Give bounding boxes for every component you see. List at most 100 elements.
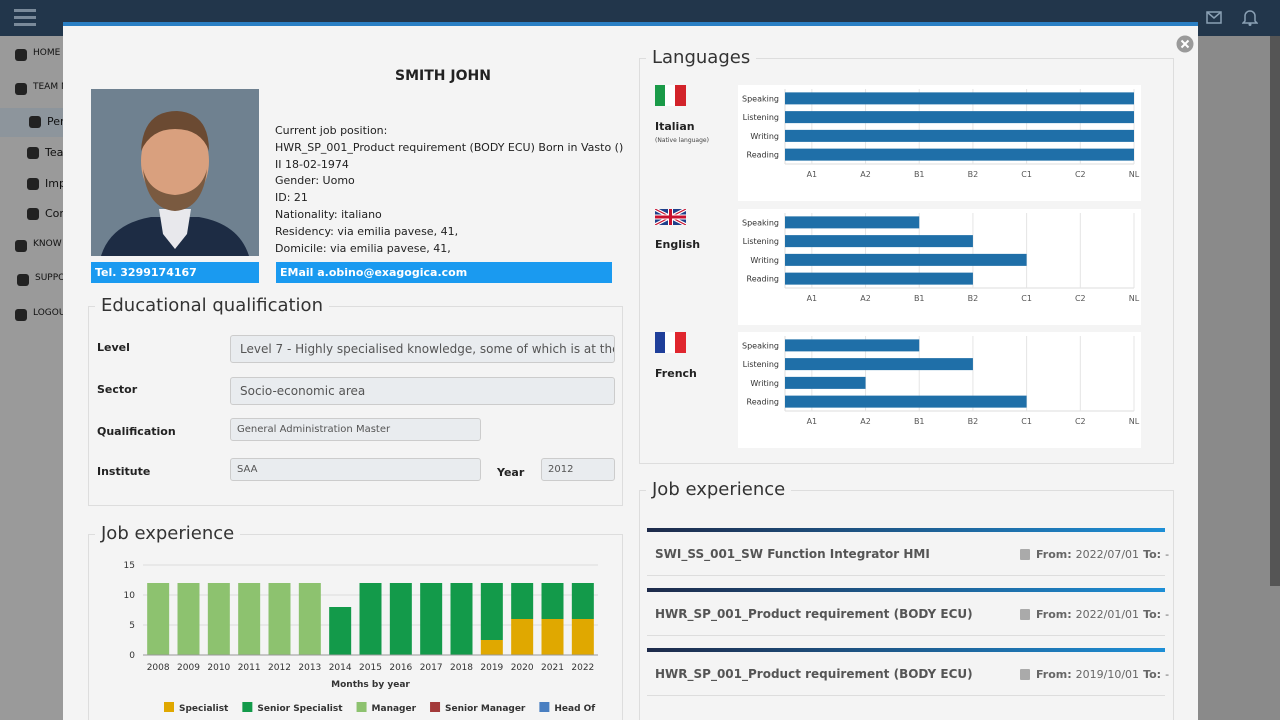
nav-item[interactable]: KNOW — [33, 239, 62, 249]
mail-icon[interactable] — [1206, 11, 1222, 24]
language-name: Italian — [655, 120, 695, 133]
x-tick-label: 2020 — [511, 663, 534, 673]
nav-item[interactable]: SUPPO — [35, 273, 66, 283]
bar-segment — [420, 583, 443, 655]
field-value[interactable]: SAA — [230, 458, 481, 481]
field-value[interactable]: Level 7 - Highly specialised knowledge, … — [230, 335, 615, 363]
x-tick-label: B2 — [968, 294, 979, 303]
x-tick-label: 2018 — [450, 663, 473, 673]
x-tick-label: A1 — [807, 417, 818, 426]
bar — [785, 129, 1134, 142]
bar-segment — [329, 607, 352, 655]
field-value[interactable]: General Administration Master — [230, 418, 481, 441]
experience-fieldset: Job experience — [639, 479, 1174, 720]
bar-segment — [541, 619, 564, 655]
bar-segment — [480, 583, 503, 640]
from-label: From: — [1036, 608, 1072, 621]
bar-segment — [389, 583, 412, 655]
x-tick-label: B2 — [968, 170, 979, 179]
scrollbar[interactable] — [1270, 36, 1280, 586]
field-value[interactable]: 2012 — [541, 458, 615, 481]
nav-item[interactable]: Imp — [45, 177, 66, 190]
item-rule — [647, 575, 1165, 576]
job-chart-fieldset: Job experience — [88, 523, 623, 720]
y-tick-label: Listening — [743, 113, 779, 122]
education-fieldset: Educational qualification — [88, 295, 623, 506]
to-label: To: — [1143, 608, 1162, 621]
bar — [785, 148, 1134, 161]
bar-segment — [268, 583, 291, 655]
x-tick-label: 2011 — [238, 663, 261, 673]
experience-title: SWI_SS_001_SW Function Integrator HMI — [655, 547, 930, 561]
bar-segment — [238, 583, 261, 655]
field-value[interactable]: Socio-economic area — [230, 377, 615, 405]
nav-item[interactable]: Tea — [45, 146, 64, 159]
bar-segment — [450, 583, 473, 655]
y-tick-label: Writing — [750, 379, 779, 388]
sidebar — [0, 36, 63, 720]
info-line: Domicile: via emilia pavese, 41, — [275, 241, 451, 255]
y-tick-label: 5 — [129, 621, 135, 631]
experience-dates: From: 2022/07/01 To: - — [1036, 548, 1169, 561]
info-line: Residency: via emilia pavese, 41, — [275, 224, 459, 238]
x-tick-label: B1 — [914, 417, 925, 426]
nav-item[interactable]: Per — [47, 115, 65, 128]
y-tick-label: 0 — [129, 651, 135, 661]
legend-label: Senior Specialist — [257, 704, 343, 714]
bar-segment — [177, 583, 200, 655]
close-button[interactable] — [1176, 35, 1194, 53]
legend-swatch — [356, 702, 367, 712]
nav-item[interactable]: TEAM M — [33, 82, 69, 92]
x-axis-label: Months by year — [331, 680, 410, 690]
x-tick-label: A1 — [807, 294, 818, 303]
x-tick-label: 2009 — [177, 663, 200, 673]
x-tick-label: 2019 — [480, 663, 503, 673]
y-tick-label: Speaking — [742, 341, 779, 350]
x-tick-label: B1 — [914, 294, 925, 303]
nav-icon — [15, 83, 27, 95]
from-date: 2022/01/01 — [1075, 608, 1140, 621]
menu-icon[interactable] — [14, 8, 36, 26]
language-chart: A1 A2 B1 B2 C1 C2 NL Speaking Listening Writing Re… — [738, 209, 1141, 325]
x-tick-label: C2 — [1075, 170, 1086, 179]
x-tick-label: 2010 — [207, 663, 230, 673]
bell-icon[interactable] — [1242, 9, 1258, 26]
y-tick-label: Speaking — [742, 218, 779, 227]
legend-label: Head Of — [554, 704, 595, 714]
bar — [785, 111, 1134, 124]
y-tick-label: 15 — [124, 561, 135, 571]
calendar-icon — [1020, 609, 1030, 620]
nav-item[interactable]: Cor — [45, 207, 64, 220]
nav-icon — [27, 147, 39, 159]
item-divider — [647, 588, 1165, 592]
section-title: Job experience — [646, 479, 792, 500]
x-tick-label: A2 — [860, 417, 871, 426]
language-name: English — [655, 238, 701, 251]
calendar-icon — [1020, 549, 1030, 560]
x-tick-label: 2012 — [268, 663, 291, 673]
x-tick-label: C1 — [1021, 170, 1032, 179]
nav-item[interactable]: HOME — [33, 48, 61, 58]
experience-title: HWR_SP_001_Product requirement (BODY ECU… — [655, 607, 973, 621]
x-tick-label: 2016 — [389, 663, 412, 673]
from-label: From: — [1036, 668, 1072, 681]
section-title: Educational qualification — [95, 295, 329, 316]
info-line: ID: 21 — [275, 191, 308, 205]
experience-dates: From: 2019/10/01 To: - — [1036, 668, 1169, 681]
languages-fieldset: Languages — [639, 47, 1174, 464]
x-tick-label: C1 — [1021, 417, 1032, 426]
phone[interactable]: Tel. 3299174167 — [91, 262, 259, 283]
item-rule — [647, 635, 1165, 636]
x-tick-label: A2 — [860, 294, 871, 303]
legend-label: Manager — [372, 704, 417, 714]
x-tick-label: 2015 — [359, 663, 382, 673]
nav-item[interactable]: LOGOU — [33, 308, 66, 318]
y-tick-label: Listening — [743, 360, 779, 369]
info-line: Current job position: — [275, 124, 388, 137]
bar — [785, 216, 920, 229]
x-tick-label: A1 — [807, 170, 818, 179]
x-tick-label: 2008 — [147, 663, 170, 673]
bar-segment — [359, 583, 382, 655]
y-tick-label: Writing — [750, 256, 779, 265]
email[interactable]: EMail a.obino@exagogica.com — [276, 262, 612, 283]
